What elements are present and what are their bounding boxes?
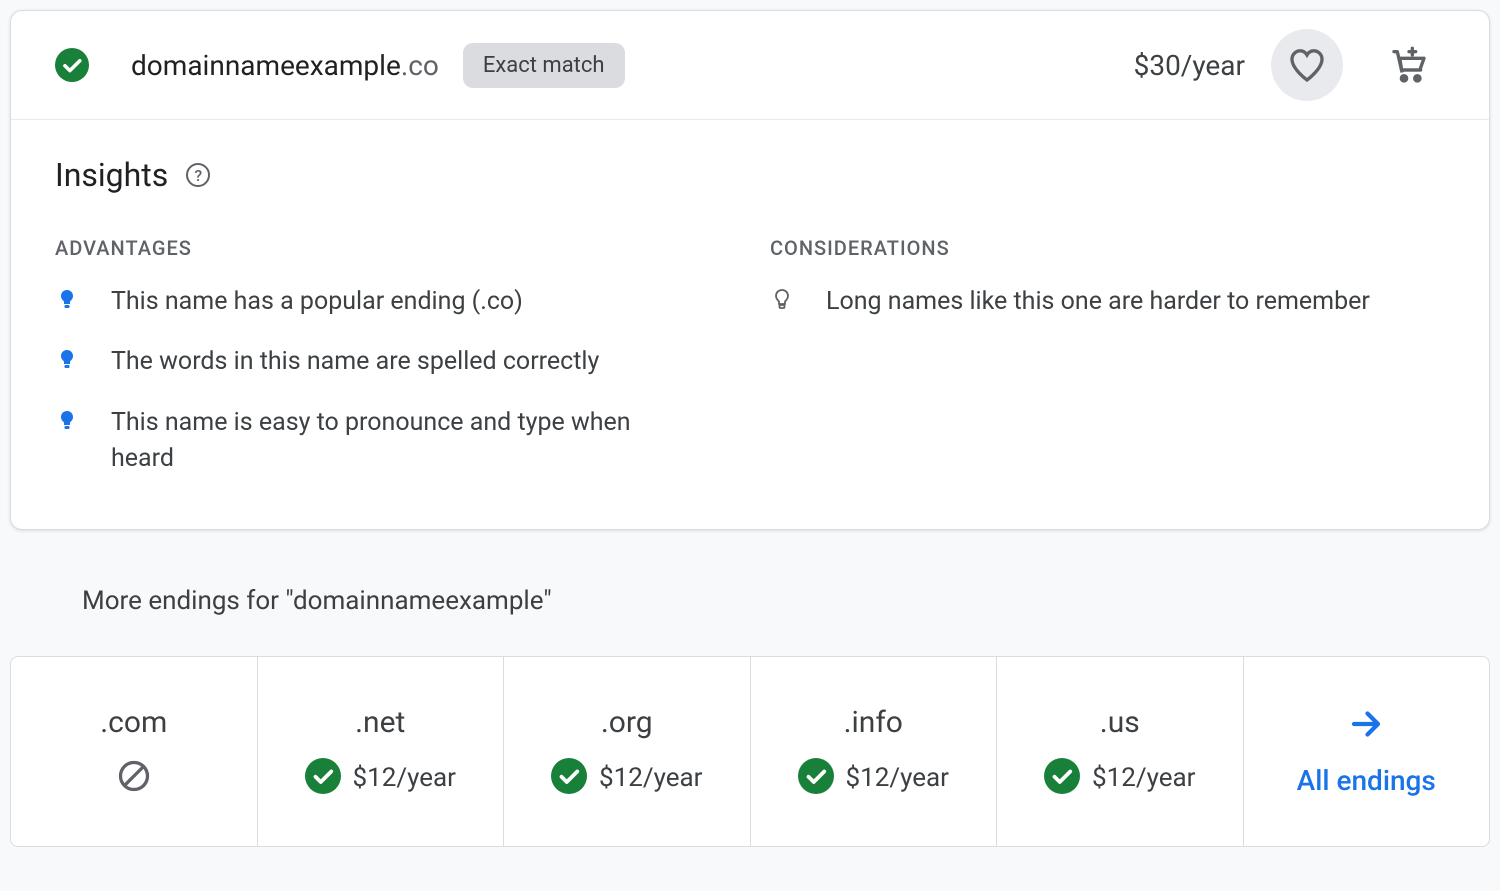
ending-tld: .info xyxy=(844,705,903,740)
available-check-icon xyxy=(551,758,587,798)
domain-base: domainnameexample xyxy=(131,49,401,82)
ending-tld: .org xyxy=(601,705,653,740)
heart-icon xyxy=(1287,45,1327,85)
consideration-item: Long names like this one are harder to r… xyxy=(770,284,1445,320)
considerations-heading: CONSIDERATIONS xyxy=(770,236,1445,260)
help-icon[interactable]: ? xyxy=(186,163,210,187)
domain-price: $30/year xyxy=(1134,49,1245,82)
domain-result-card: domainnameexample.co Exact match $30/yea… xyxy=(10,10,1490,530)
all-endings-button[interactable]: All endings xyxy=(1244,657,1490,846)
insights-title: Insights xyxy=(55,156,168,194)
ending-card-us[interactable]: .us $12/year xyxy=(997,657,1244,846)
ending-card-com[interactable]: .com xyxy=(11,657,258,846)
bulb-blue-icon xyxy=(55,287,79,311)
all-endings-label: All endings xyxy=(1297,764,1436,797)
available-check-icon xyxy=(305,758,341,798)
ending-tld: .net xyxy=(355,705,405,740)
ending-price: $12/year xyxy=(353,763,456,793)
available-check-icon xyxy=(798,758,834,798)
domain-header-row: domainnameexample.co Exact match $30/yea… xyxy=(11,11,1489,120)
ending-card-net[interactable]: .net $12/year xyxy=(258,657,505,846)
insights-section: Insights ? ADVANTAGES This name has a po… xyxy=(11,120,1489,529)
consideration-text: Long names like this one are harder to r… xyxy=(826,284,1370,320)
considerations-column: CONSIDERATIONS Long names like this one … xyxy=(770,236,1445,477)
advantage-item: This name is easy to pronounce and type … xyxy=(55,405,730,478)
ending-card-org[interactable]: .org $12/year xyxy=(504,657,751,846)
domain-tld: .co xyxy=(401,49,439,82)
ending-price: $12/year xyxy=(1092,763,1195,793)
advantage-text: This name is easy to pronounce and type … xyxy=(111,405,671,478)
exact-match-chip: Exact match xyxy=(463,43,625,88)
bulb-blue-icon xyxy=(55,408,79,432)
favorite-button[interactable] xyxy=(1271,29,1343,101)
advantage-item: This name has a popular ending (.co) xyxy=(55,284,730,320)
bulb-blue-icon xyxy=(55,347,79,371)
bulb-gray-icon xyxy=(770,287,794,311)
ending-price: $12/year xyxy=(846,763,949,793)
advantages-column: ADVANTAGES This name has a popular endin… xyxy=(55,236,730,477)
advantages-heading: ADVANTAGES xyxy=(55,236,730,260)
advantage-item: The words in this name are spelled corre… xyxy=(55,344,730,380)
advantage-text: The words in this name are spelled corre… xyxy=(111,344,599,380)
available-check-icon xyxy=(1044,758,1080,798)
advantage-text: This name has a popular ending (.co) xyxy=(111,284,523,320)
unavailable-icon xyxy=(116,758,152,798)
domain-name: domainnameexample.co xyxy=(131,49,439,82)
insights-title-row: Insights ? xyxy=(55,156,1445,194)
available-check-icon xyxy=(55,48,89,82)
arrow-right-icon xyxy=(1348,706,1384,746)
endings-row: .com .net $12/year .org $12/year .info $… xyxy=(10,656,1490,847)
ending-tld: .com xyxy=(100,705,167,740)
ending-card-info[interactable]: .info $12/year xyxy=(751,657,998,846)
cart-plus-icon xyxy=(1389,45,1429,85)
ending-tld: .us xyxy=(1100,705,1140,740)
ending-price: $12/year xyxy=(599,763,702,793)
add-to-cart-button[interactable] xyxy=(1373,29,1445,101)
more-endings-title: More endings for "domainnameexample" xyxy=(82,586,1490,616)
